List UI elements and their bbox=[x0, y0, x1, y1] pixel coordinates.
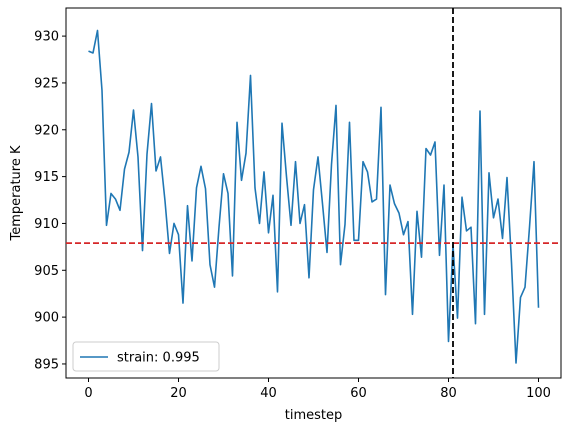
x-tick-label: 20 bbox=[170, 386, 187, 401]
y-tick-label: 930 bbox=[34, 30, 59, 45]
x-tick-label: 0 bbox=[84, 386, 92, 401]
y-tick-label: 925 bbox=[34, 76, 59, 91]
x-tick-label: 60 bbox=[350, 386, 367, 401]
x-tick-label: 40 bbox=[260, 386, 277, 401]
plot-frame bbox=[65, 7, 562, 379]
y-tick-label: 905 bbox=[34, 264, 59, 279]
y-tick-label: 915 bbox=[34, 170, 59, 185]
y-tick-label: 900 bbox=[34, 311, 59, 326]
series-layer bbox=[88, 29, 540, 364]
y-tick-label: 910 bbox=[34, 217, 59, 232]
x-axis-label: timestep bbox=[285, 408, 343, 423]
legend-box bbox=[72, 341, 220, 372]
y-tick-label: 920 bbox=[34, 123, 59, 138]
y-axis-label: Temperature K bbox=[9, 145, 24, 241]
legend: strain: 0.995 bbox=[72, 341, 220, 372]
x-tick-label: 80 bbox=[440, 386, 457, 401]
x-tick-label: 100 bbox=[526, 386, 551, 401]
reference-lines bbox=[66, 8, 561, 378]
x-axis-ticks: 0 20 40 60 80 100 bbox=[84, 378, 551, 401]
y-axis-ticks: 895 900 905 910 915 920 925 930 bbox=[34, 30, 66, 372]
plot-area bbox=[65, 7, 562, 379]
series-line bbox=[88, 29, 540, 364]
legend-label: strain: 0.995 bbox=[117, 351, 200, 366]
y-tick-label: 895 bbox=[34, 357, 59, 372]
